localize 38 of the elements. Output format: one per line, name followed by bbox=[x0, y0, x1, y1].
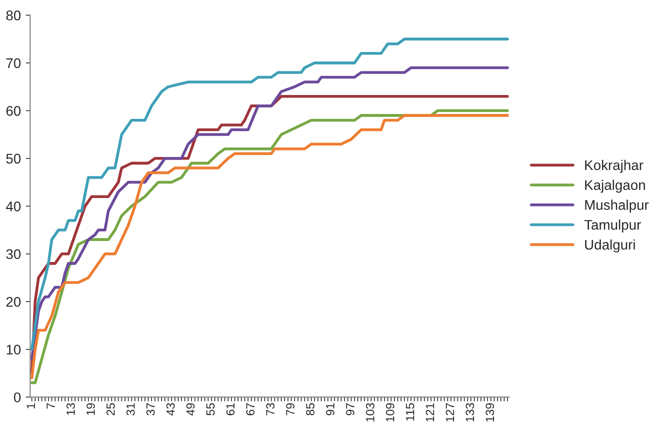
y-tick-label: 60 bbox=[6, 106, 21, 116]
y-tick-label: 80 bbox=[6, 10, 21, 20]
x-tick-label: 109 bbox=[386, 403, 394, 422]
x-tick-label: 25 bbox=[106, 403, 115, 416]
legend-label: Kokrajhar bbox=[585, 160, 644, 173]
y-tick-label: 50 bbox=[6, 154, 21, 164]
x-tick-label: 103 bbox=[366, 403, 374, 422]
y-tick-label: 20 bbox=[6, 296, 21, 307]
x-tick-label: 121 bbox=[426, 403, 434, 422]
x-tick-label: 97 bbox=[346, 403, 354, 416]
x-tick-label: 127 bbox=[446, 403, 454, 422]
x-tick-label: 55 bbox=[206, 403, 215, 416]
x-tick-label: 139 bbox=[486, 403, 494, 422]
x-tick-label: 73 bbox=[266, 403, 275, 416]
y-tick-label: 0 bbox=[14, 392, 21, 402]
y-tick-label: 70 bbox=[6, 58, 21, 68]
x-tick-label: 61 bbox=[226, 403, 235, 416]
x-tick-label: 67 bbox=[246, 403, 255, 416]
legend-label: Kajalgaon bbox=[585, 180, 645, 193]
x-tick-label: 43 bbox=[166, 403, 175, 416]
x-tick-label: 85 bbox=[306, 403, 314, 416]
x-tick-label: 1 bbox=[26, 403, 35, 408]
x-tick-label: 115 bbox=[406, 403, 414, 421]
x-tick-label: 31 bbox=[126, 403, 135, 416]
y-tick-label: 10 bbox=[6, 344, 21, 355]
x-tick-label: 19 bbox=[86, 403, 95, 415]
x-tick-label: 49 bbox=[186, 403, 195, 416]
legend-label: Udalguri bbox=[585, 239, 635, 252]
y-tick-label: 40 bbox=[6, 201, 21, 212]
x-tick-label: 13 bbox=[66, 403, 75, 415]
x-tick-label: 7 bbox=[46, 403, 55, 409]
legend-label: Mushalpur bbox=[585, 200, 649, 213]
x-tick-label: 91 bbox=[326, 403, 334, 416]
y-tick-label: 30 bbox=[6, 249, 21, 260]
legend-label: Tamulpur bbox=[584, 220, 641, 233]
x-tick-label: 37 bbox=[146, 403, 155, 416]
x-tick-label: 133 bbox=[466, 403, 474, 422]
x-tick-label: 79 bbox=[286, 403, 294, 416]
